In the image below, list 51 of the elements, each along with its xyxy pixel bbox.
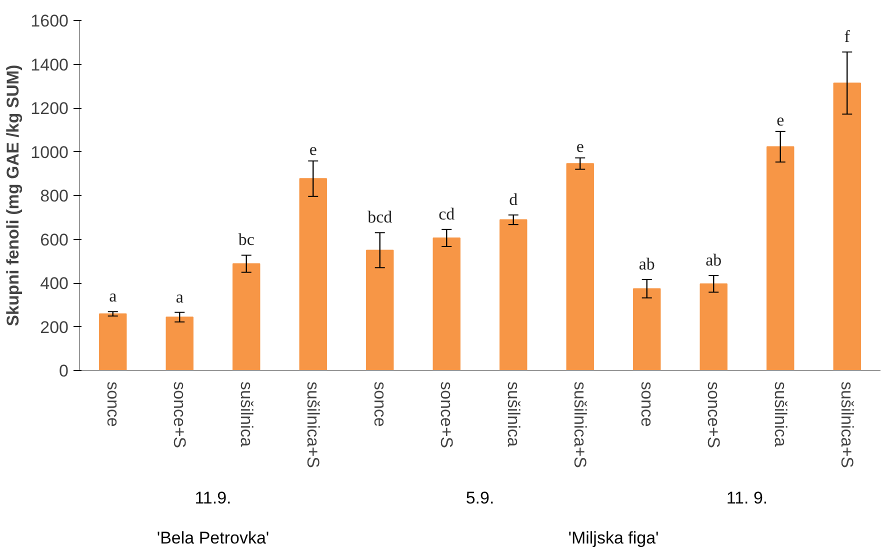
y-tick-label: 1200: [30, 99, 69, 118]
text: 'Bela Petrovka': [156, 528, 270, 548]
y-tick-label: 1000: [30, 142, 69, 162]
bar: [833, 82, 861, 370]
y-tick-label: 1400: [30, 55, 69, 74]
data-label: a: [109, 286, 118, 306]
data-label: ab: [706, 250, 722, 270]
text: 11. 9.: [726, 488, 768, 508]
data-label: e: [309, 140, 317, 159]
y-tick-label: 600: [40, 230, 69, 250]
data-label: bcd: [368, 208, 393, 227]
x-tick-label: sušilnica: [236, 382, 256, 448]
text: 5.9.: [466, 488, 494, 508]
data-label: f: [844, 27, 850, 46]
bar: [299, 178, 327, 370]
text: 11.9.: [194, 488, 232, 508]
x-tick-label: sonce: [103, 382, 122, 427]
bar: [566, 163, 594, 370]
data-label: d: [509, 190, 518, 209]
x-tick-label: sušilnica: [504, 382, 523, 448]
data-label: cd: [438, 204, 456, 224]
x-tick-label: sušilnica+S: [570, 382, 590, 468]
x-tick-label: sonce: [370, 382, 390, 427]
y-tick-label: 400: [40, 274, 69, 293]
x-tick-label: sonce+S: [704, 382, 724, 448]
bar: [432, 237, 460, 370]
bar: [99, 313, 127, 370]
y-tick-label: 0: [59, 362, 69, 380]
x-tick-label: sušilnica+S: [304, 382, 323, 468]
bar: [500, 219, 528, 370]
y-tick-label: 1600: [30, 12, 69, 30]
bar: [366, 250, 394, 370]
y-axis-title: Skupni fenoli (mg GAE /kg SUM): [4, 64, 23, 326]
data-label: a: [176, 287, 184, 306]
y-tick-label: 800: [40, 186, 69, 206]
x-tick-label: sušilnica+S: [838, 382, 857, 468]
x-tick-label: sonce: [637, 382, 656, 427]
bar: [232, 263, 260, 370]
data-label: ab: [638, 254, 655, 274]
data-label: bc: [238, 230, 255, 250]
data-label: e: [776, 110, 784, 130]
x-tick-label: sonce+S: [437, 382, 456, 448]
bar: [633, 288, 661, 370]
y-tick-label: 200: [40, 318, 69, 337]
text: 'Miljska figa': [568, 528, 659, 548]
bar: [700, 283, 728, 370]
data-label: e: [576, 136, 584, 156]
bar: [766, 146, 794, 370]
x-tick-label: sonce+S: [170, 382, 190, 448]
x-tick-label: sušilnica: [770, 382, 790, 448]
bar: [166, 316, 194, 370]
